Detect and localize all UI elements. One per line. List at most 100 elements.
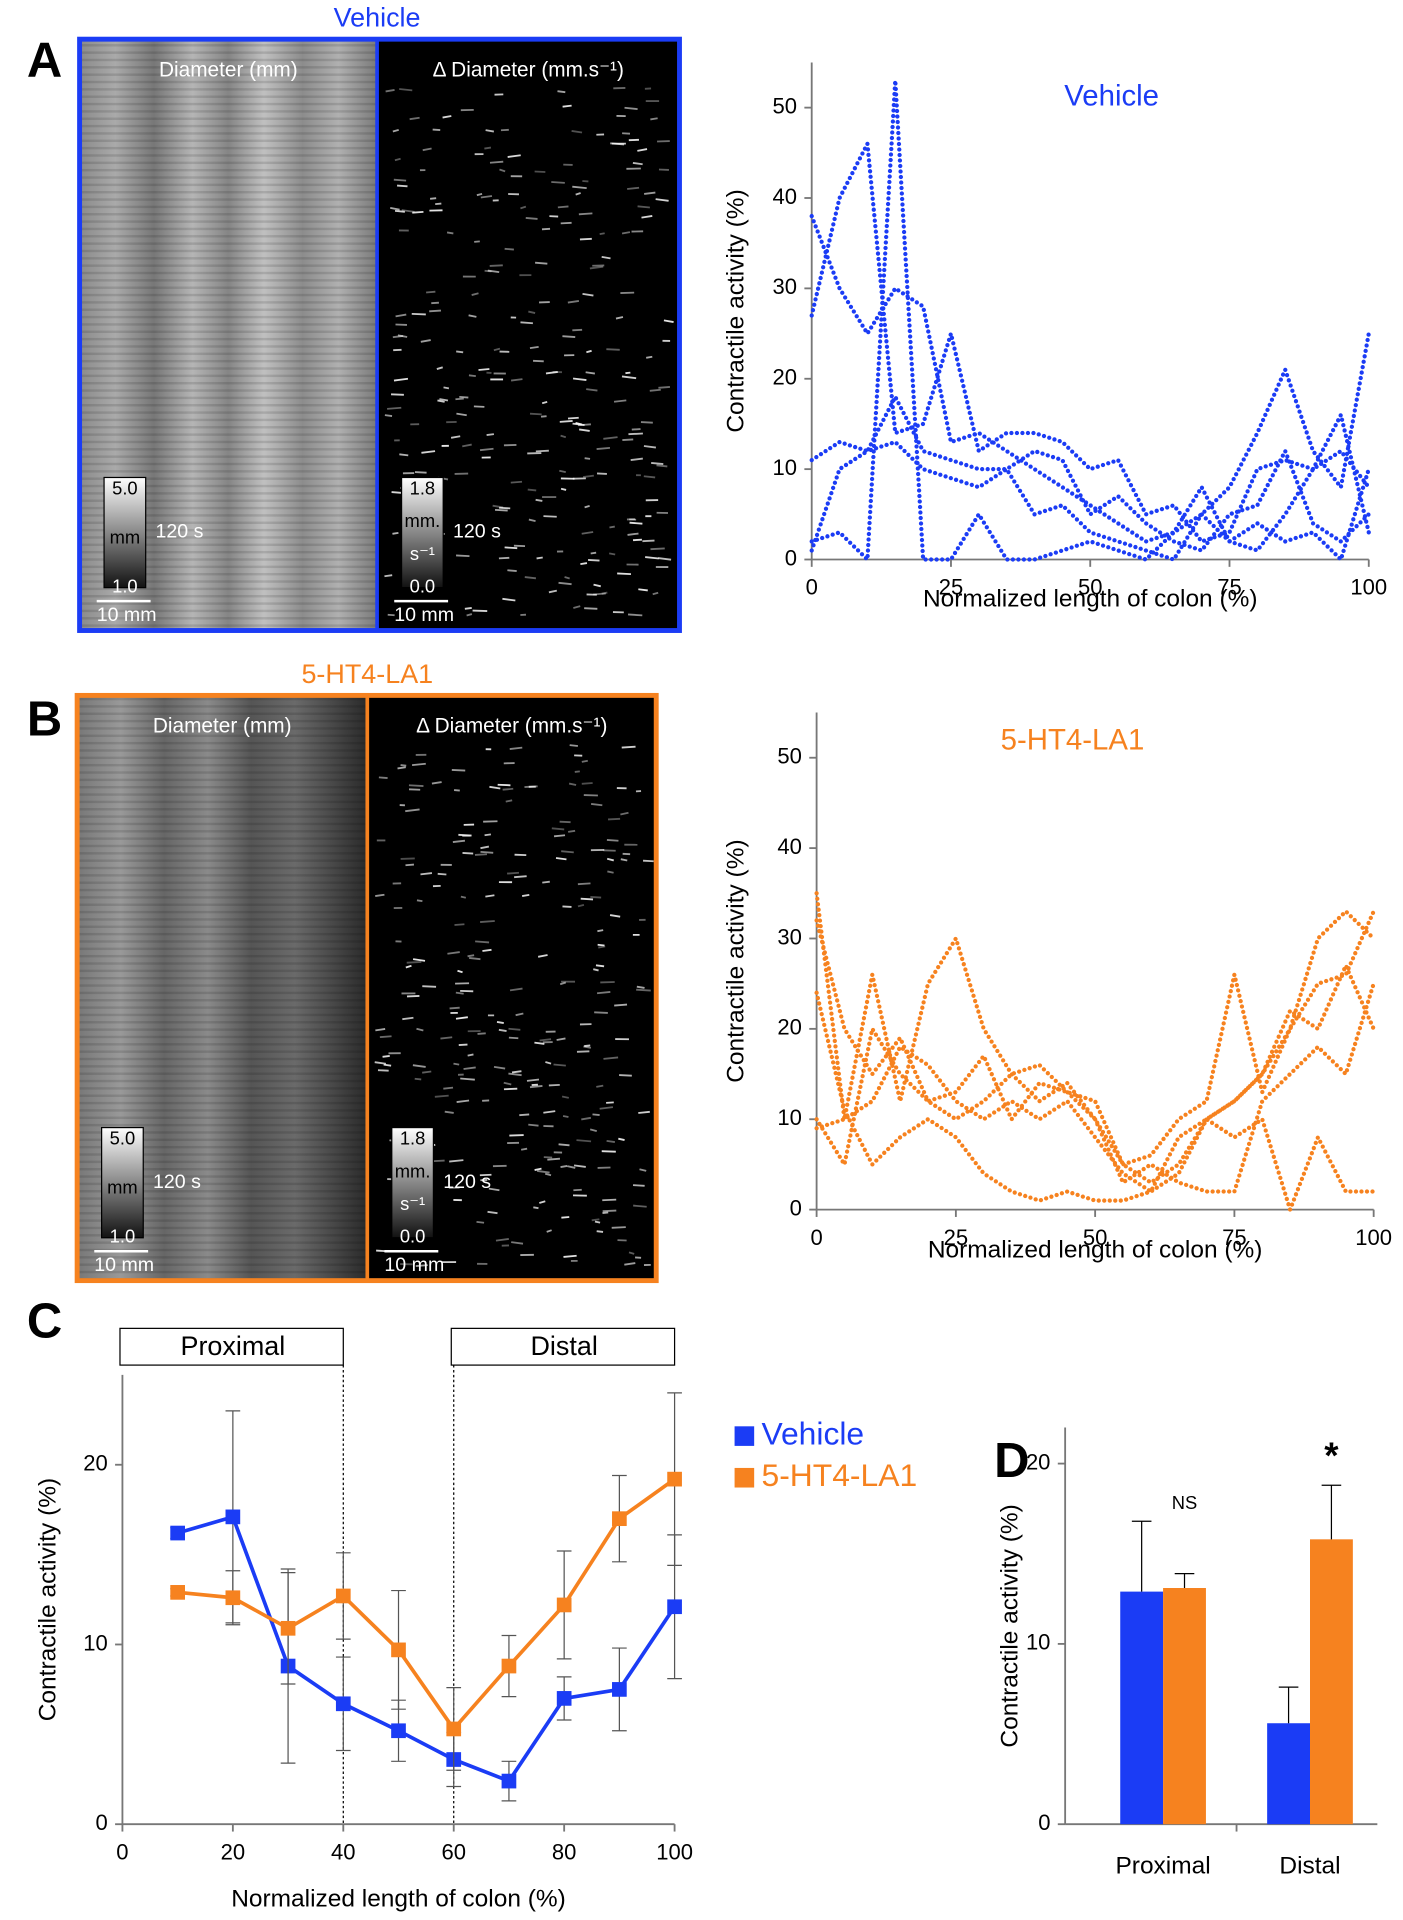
delta-streak [397,766,406,770]
delta-streak [511,1070,522,1074]
delta-streak [458,833,472,837]
annotation: * [1324,1435,1339,1476]
delta-streak [492,504,504,509]
y-axis-label: Contractile activity (%) [722,189,749,432]
delta-streak [411,312,426,316]
delta-streak [573,1164,586,1168]
delta-streak [606,857,614,862]
delta-streak [558,1143,570,1147]
delta-streak [515,1012,524,1017]
delta-streak [606,1101,614,1104]
x-axis-label: Normalized length of colon (%) [231,1886,566,1913]
delta-streak [460,1077,475,1081]
delta-streak [520,205,527,210]
delta-streak [382,1055,390,1058]
x-tick-label: 0 [810,1225,822,1250]
marker [335,1696,351,1712]
y-tick-label: 10 [777,1105,801,1130]
delta-streak [567,416,579,420]
delta-streak [502,597,516,602]
delta-streak [551,827,565,831]
marker [225,1509,241,1525]
delta-streak [638,1110,650,1114]
delta-streak [466,613,473,617]
delta-streak [583,1045,592,1049]
annotation: NS [1172,1492,1198,1513]
delta-streak [485,129,495,133]
bar [1120,1591,1164,1825]
delta-streak [533,1206,539,1210]
region-box [119,1327,344,1366]
delta-streak [488,1187,500,1192]
delta-streak [559,981,567,986]
delta-streak [562,335,576,338]
delta-streak [569,744,579,747]
delta-streak [574,770,580,773]
scale-label: mm. [405,510,441,531]
marker [391,1642,406,1658]
delta-streak [579,428,590,432]
delta-streak [598,945,606,949]
delta-streak [602,1211,609,1214]
delta-streak [495,1238,509,1242]
delta-streak [462,852,474,855]
marker [170,1585,185,1600]
delta-streak [573,605,581,609]
delta-streak [557,90,566,94]
delta-streak [596,446,611,450]
delta-streak [431,781,442,785]
right-map-label: Δ Diameter (mm.s⁻¹) [416,715,607,738]
delta-streak [586,349,592,354]
delta-streak [563,1254,577,1258]
delta-streak [560,221,572,225]
delta-streak [467,1053,474,1057]
delta-streak [541,400,548,405]
x-tick-label: 40 [331,1839,356,1864]
delta-streak [392,531,399,535]
series-line [809,213,1371,544]
delta-streak [504,546,518,550]
delta-streak [562,1115,569,1118]
y-axis-label: Contractile activity (%) [34,1478,61,1721]
delta-streak [402,1016,414,1021]
error-bar [1131,1520,1152,1592]
delta-streak [620,858,628,862]
delta-streak [457,969,463,974]
delta-streak [442,115,452,119]
delta-streak [476,1220,485,1224]
delta-streak [640,421,653,424]
delta-streak [650,117,658,121]
delta-streak [596,472,607,475]
delta-streak [405,964,412,969]
delta-streak [508,1027,521,1031]
delta-streak [458,1043,468,1046]
delta-streak [606,348,620,351]
delta-streak [618,1137,625,1141]
delta-streak [572,377,587,381]
y-tick-label: 20 [777,1015,801,1040]
delta-streak [394,157,401,162]
delta-streak [535,261,548,265]
delta-streak [421,450,436,454]
delta-streak [526,1078,540,1082]
scale-bar [103,476,147,589]
delta-streak [429,309,442,313]
delta-streak [615,316,624,320]
delta-streak [406,994,420,998]
delta-streak [420,339,431,343]
delta-streak [486,433,495,436]
delta-streak [489,160,504,164]
delta-streak [649,388,661,392]
delta-streak [591,1218,600,1222]
delta-streak [611,1226,626,1229]
delta-streak [637,205,650,209]
delta-streak [379,1035,392,1039]
scale-label: s⁻¹ [400,1193,425,1214]
delta-streak [452,839,466,843]
delta-streak [642,539,655,543]
marker [667,1471,682,1487]
delta-streak [627,532,639,536]
delta-streak [602,1198,617,1202]
